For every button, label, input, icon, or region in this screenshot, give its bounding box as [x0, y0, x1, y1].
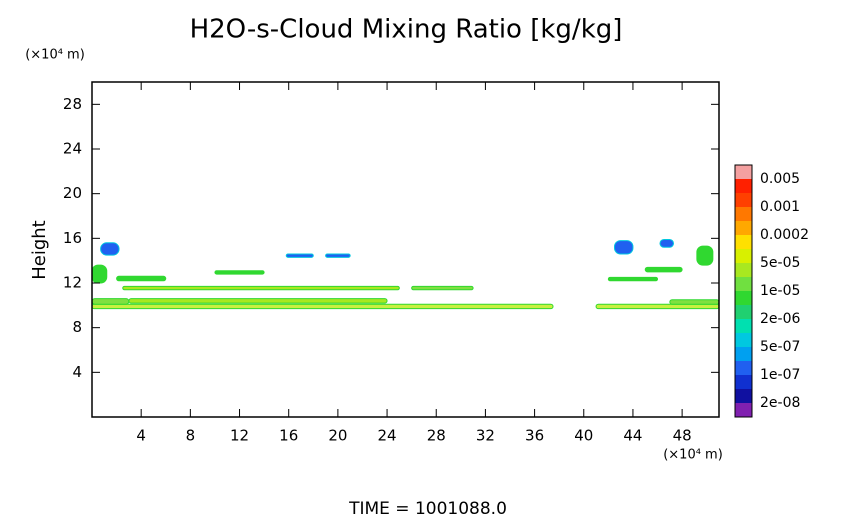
colorbar-swatch	[735, 319, 752, 333]
x-tick-label: 16	[279, 427, 298, 445]
colorbar-label: 2e-08	[760, 395, 800, 411]
colorbar-swatch	[735, 179, 752, 193]
colorbar-swatch	[735, 277, 752, 291]
cloud-patch	[325, 253, 351, 258]
cloud-patch	[411, 285, 474, 291]
y-tick-label: 24	[63, 140, 82, 158]
y-tick-label: 16	[63, 229, 82, 247]
colorbar-swatch	[735, 249, 752, 263]
colorbar-swatch	[735, 235, 752, 249]
colorbar-label: 1e-05	[760, 283, 800, 299]
cloud-patch	[91, 264, 108, 284]
colorbar-swatch	[735, 305, 752, 319]
cloud-patch	[128, 298, 388, 304]
colorbar-swatch	[735, 193, 752, 207]
colorbar-swatch	[735, 333, 752, 347]
colorbar-swatch	[735, 221, 752, 235]
y-tick-label: 8	[72, 318, 82, 336]
y-tick-label: 20	[63, 184, 82, 202]
x-tick-label: 8	[186, 427, 196, 445]
x-tick-label: 20	[328, 427, 347, 445]
cloud-patch	[214, 270, 265, 275]
x-tick-label: 40	[574, 427, 593, 445]
colorbar-label: 5e-05	[760, 255, 800, 271]
cloud-patch	[696, 245, 714, 266]
cloud-patch	[285, 253, 314, 258]
footer: TIME = 1001088.0	[348, 499, 507, 519]
cloud-patch	[122, 285, 400, 291]
colorbar-swatch	[735, 361, 752, 375]
x-tick-label: 32	[476, 427, 495, 445]
y-axis-label: Height	[29, 220, 50, 280]
colorbar-label: 2e-06	[760, 311, 800, 327]
cloud-patch	[614, 240, 634, 255]
x-tick-label: 24	[378, 427, 397, 445]
colorbar-swatch	[735, 347, 752, 361]
colorbar-label: 0.0002	[760, 227, 809, 243]
cloud-patch	[91, 298, 130, 305]
colorbar-swatch	[735, 207, 752, 221]
colorbar-label: 5e-07	[760, 339, 800, 355]
colorbar-frame	[734, 164, 753, 418]
x-tick-label: 44	[623, 427, 642, 445]
colorbar-swatch	[735, 165, 752, 179]
colorbar-swatch	[735, 291, 752, 305]
x-tick-label: 28	[427, 427, 446, 445]
y-tick-label: 12	[63, 274, 82, 292]
colorbar-label: 0.001	[760, 199, 800, 215]
cloud-patch	[644, 266, 683, 273]
colorbar-swatch	[735, 403, 752, 417]
x-tick-label: 48	[673, 427, 692, 445]
y-tick-label: 4	[72, 363, 82, 381]
colorbar-swatch	[735, 389, 752, 403]
cloud-patch	[607, 276, 659, 282]
colorbar-swatch	[735, 375, 752, 389]
cloud-patch	[595, 303, 720, 310]
cloud-patch	[669, 299, 720, 305]
y-tick-label: 28	[63, 95, 82, 113]
x-unit: (×10⁴ m)	[663, 448, 723, 463]
colorbar-label: 0.005	[760, 171, 800, 187]
cloud-patch	[100, 242, 120, 256]
colorbar-label: 1e-07	[760, 367, 800, 383]
cloud-patch	[116, 275, 167, 282]
cloud-patch	[659, 238, 675, 248]
colorbar-swatch	[735, 263, 752, 277]
x-tick-label: 36	[525, 427, 544, 445]
chart-title: H2O-s-Cloud Mixing Ratio [kg/kg]	[190, 15, 623, 45]
cloud-patch	[91, 303, 554, 310]
y-unit: (×10⁴ m)	[25, 48, 85, 63]
plot-frame	[91, 81, 720, 418]
x-tick-label: 12	[230, 427, 249, 445]
x-tick-label: 4	[136, 427, 146, 445]
